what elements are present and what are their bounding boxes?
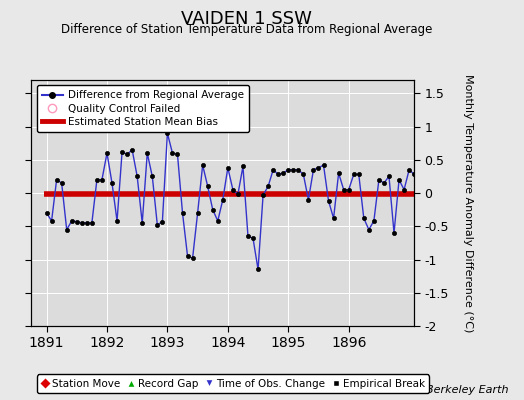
Text: Difference of Station Temperature Data from Regional Average: Difference of Station Temperature Data f…: [61, 23, 432, 36]
Y-axis label: Monthly Temperature Anomaly Difference (°C): Monthly Temperature Anomaly Difference (…: [463, 74, 473, 332]
Legend: Difference from Regional Average, Quality Control Failed, Estimated Station Mean: Difference from Regional Average, Qualit…: [37, 85, 249, 132]
Legend: Station Move, Record Gap, Time of Obs. Change, Empirical Break: Station Move, Record Gap, Time of Obs. C…: [37, 374, 429, 393]
Text: VAIDEN 1 SSW: VAIDEN 1 SSW: [181, 10, 312, 28]
Text: Berkeley Earth: Berkeley Earth: [426, 385, 508, 395]
